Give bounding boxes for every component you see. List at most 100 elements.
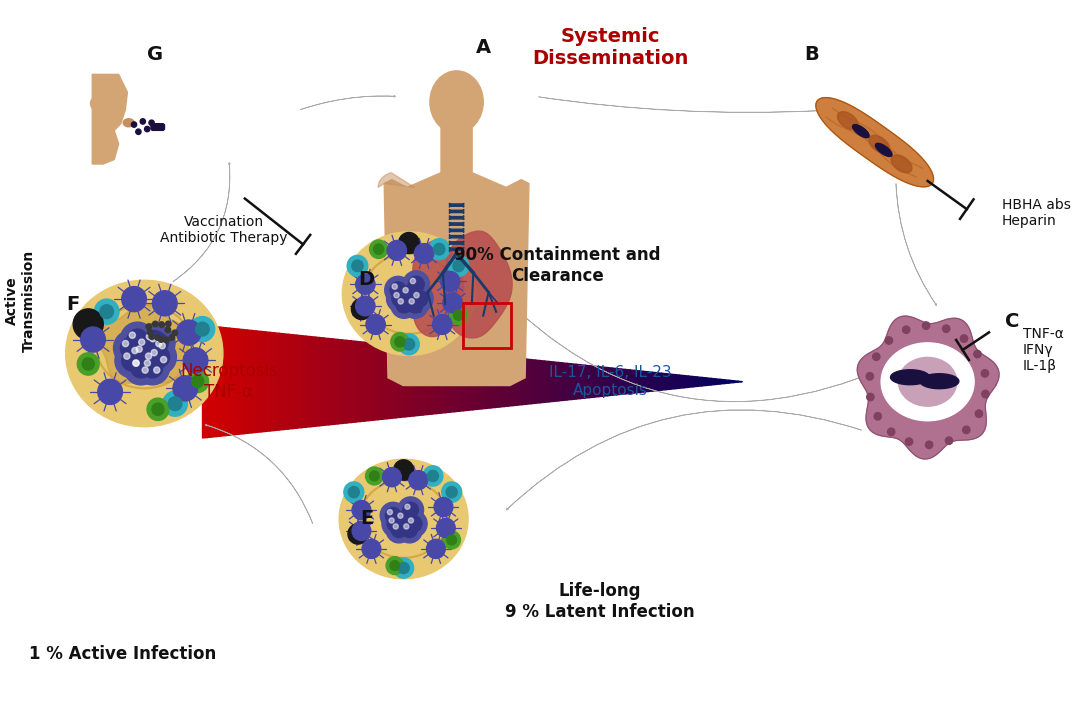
- Polygon shape: [251, 330, 257, 433]
- Circle shape: [383, 467, 401, 486]
- Polygon shape: [477, 354, 481, 409]
- Circle shape: [866, 373, 874, 380]
- Circle shape: [149, 334, 155, 339]
- Circle shape: [943, 325, 950, 332]
- Circle shape: [352, 501, 371, 520]
- Circle shape: [414, 293, 420, 298]
- Polygon shape: [838, 112, 859, 129]
- Polygon shape: [315, 337, 320, 426]
- Text: IL-17, IL-6, IL-23
Apoptosis: IL-17, IL-6, IL-23 Apoptosis: [549, 366, 671, 398]
- Circle shape: [147, 398, 169, 421]
- FancyArrowPatch shape: [205, 424, 313, 523]
- Circle shape: [903, 326, 909, 334]
- Polygon shape: [211, 326, 216, 437]
- Polygon shape: [638, 371, 644, 392]
- Circle shape: [401, 286, 417, 302]
- Text: G: G: [146, 45, 163, 64]
- Circle shape: [385, 508, 401, 523]
- Circle shape: [77, 353, 99, 375]
- Text: Life-long
9 % Latent Infection: Life-long 9 % Latent Infection: [505, 582, 694, 621]
- Circle shape: [132, 360, 139, 366]
- Circle shape: [398, 497, 424, 523]
- Circle shape: [351, 298, 372, 320]
- Polygon shape: [513, 358, 517, 406]
- Ellipse shape: [430, 71, 483, 133]
- Polygon shape: [360, 341, 364, 421]
- Circle shape: [370, 240, 388, 259]
- Polygon shape: [234, 329, 238, 435]
- Polygon shape: [728, 380, 734, 383]
- Circle shape: [186, 370, 208, 392]
- Circle shape: [177, 320, 201, 345]
- Polygon shape: [441, 350, 446, 413]
- Circle shape: [153, 321, 158, 327]
- Polygon shape: [707, 378, 711, 385]
- Circle shape: [867, 393, 874, 401]
- FancyArrowPatch shape: [539, 97, 820, 112]
- Polygon shape: [504, 357, 508, 407]
- Circle shape: [158, 337, 164, 342]
- Ellipse shape: [66, 280, 223, 427]
- Circle shape: [392, 284, 398, 289]
- Polygon shape: [816, 98, 933, 187]
- Circle shape: [447, 535, 456, 545]
- Circle shape: [163, 391, 188, 416]
- Polygon shape: [527, 359, 531, 404]
- Polygon shape: [521, 358, 527, 404]
- Polygon shape: [450, 351, 454, 412]
- Circle shape: [976, 410, 982, 417]
- Ellipse shape: [899, 358, 957, 407]
- FancyBboxPatch shape: [450, 228, 464, 233]
- Circle shape: [963, 426, 970, 433]
- FancyBboxPatch shape: [441, 120, 473, 181]
- Polygon shape: [670, 374, 675, 389]
- Polygon shape: [266, 332, 270, 431]
- Circle shape: [453, 310, 464, 320]
- Circle shape: [183, 348, 208, 373]
- Circle shape: [387, 510, 392, 515]
- Circle shape: [145, 353, 152, 359]
- Polygon shape: [590, 366, 594, 397]
- Circle shape: [150, 336, 156, 341]
- Polygon shape: [571, 364, 576, 399]
- Circle shape: [98, 379, 122, 404]
- Circle shape: [146, 334, 153, 340]
- Polygon shape: [454, 351, 459, 411]
- Polygon shape: [621, 369, 625, 395]
- Polygon shape: [431, 349, 437, 414]
- Polygon shape: [98, 305, 191, 383]
- Circle shape: [396, 280, 423, 308]
- Text: F: F: [67, 295, 80, 314]
- Circle shape: [393, 460, 414, 480]
- Polygon shape: [697, 377, 701, 386]
- FancyBboxPatch shape: [450, 209, 464, 214]
- Circle shape: [406, 516, 422, 532]
- Polygon shape: [270, 332, 274, 431]
- Circle shape: [136, 350, 169, 385]
- Polygon shape: [891, 155, 912, 173]
- Circle shape: [169, 334, 175, 340]
- Text: Necroptosis
TNF-α: Necroptosis TNF-α: [180, 362, 278, 401]
- Polygon shape: [558, 363, 563, 401]
- Polygon shape: [410, 347, 414, 416]
- Circle shape: [433, 315, 452, 334]
- Circle shape: [173, 376, 197, 401]
- Text: B: B: [804, 45, 818, 64]
- Polygon shape: [238, 329, 243, 434]
- FancyArrowPatch shape: [173, 163, 231, 281]
- Polygon shape: [684, 375, 688, 387]
- Polygon shape: [374, 343, 378, 420]
- Circle shape: [144, 127, 150, 132]
- Circle shape: [403, 288, 409, 293]
- Circle shape: [166, 321, 171, 327]
- Text: C: C: [1005, 312, 1019, 332]
- Polygon shape: [563, 363, 567, 400]
- Polygon shape: [653, 373, 657, 391]
- Circle shape: [348, 486, 359, 498]
- Ellipse shape: [881, 343, 975, 421]
- FancyArrowPatch shape: [495, 288, 882, 402]
- Circle shape: [888, 428, 895, 436]
- Polygon shape: [337, 339, 341, 424]
- Ellipse shape: [339, 460, 468, 579]
- Polygon shape: [306, 336, 310, 427]
